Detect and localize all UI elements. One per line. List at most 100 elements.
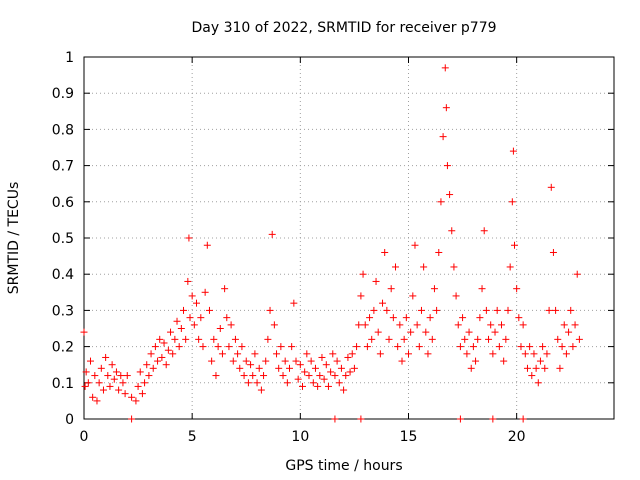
data-point [532,364,540,372]
data-point [121,390,129,398]
data-point [134,382,142,390]
data-point [184,277,192,285]
data-point [465,328,473,336]
y-tick-label: 0.9 [52,86,74,102]
data-point [409,292,417,300]
data-point [519,321,527,329]
data-point [402,314,410,322]
data-point [329,350,337,358]
data-point [270,321,278,329]
data-point [307,357,315,365]
data-point [218,350,226,358]
data-point [510,241,518,249]
x-tick-label: 15 [400,429,418,445]
data-point [556,364,564,372]
data-point [430,285,438,293]
data-point [344,353,352,361]
data-point [456,415,464,423]
y-tick-label: 0 [65,412,74,428]
data-point [249,372,257,380]
data-point [480,227,488,235]
y-tick-label: 0.4 [52,267,74,283]
data-point [210,335,218,343]
data-point [478,285,486,293]
data-point [240,372,248,380]
data-point [350,364,358,372]
data-point [296,361,304,369]
data-point [177,325,185,332]
data-point [99,386,107,394]
data-point [234,350,242,358]
data-point [223,314,231,322]
data-point [253,379,261,387]
data-point [441,64,449,72]
data-point [337,364,345,372]
data-point [257,386,265,394]
data-point [530,350,538,358]
data-point [80,328,88,336]
data-point [342,372,350,380]
data-point [216,325,224,332]
data-point [407,328,415,336]
data-point [167,328,175,336]
data-point [292,357,300,365]
data-point [545,306,553,314]
y-tick-label: 0.1 [52,376,74,392]
data-point [231,335,239,343]
data-point [489,415,497,423]
data-point [442,104,450,112]
data-point [433,306,441,314]
y-tick-label: 0.2 [52,340,74,356]
data-point [509,147,517,155]
data-point [454,321,462,329]
data-point [396,321,404,329]
data-point [335,379,343,387]
data-point [387,285,395,293]
axis-ticks: 00.10.20.30.40.50.60.70.80.910 5 10 15 20 [52,50,614,445]
data-point [316,372,324,380]
data-point [426,314,434,322]
data-point [456,343,464,351]
data-point [171,335,179,343]
data-point [474,335,482,343]
data-point [164,346,172,354]
data-point [463,350,471,358]
data-point [268,230,276,238]
data-point [201,288,209,296]
data-point [379,299,387,307]
data-point [322,361,330,369]
data-point [348,350,356,358]
data-point [493,306,501,314]
data-point [461,335,469,343]
data-point [500,357,508,365]
data-point [169,350,177,358]
data-point [89,393,97,401]
data-point [279,372,287,380]
data-point [331,372,339,380]
data-point [541,364,549,372]
data-point [424,350,432,358]
data-point [523,364,531,372]
data-point [517,343,525,351]
data-point [283,379,291,387]
data-point [389,314,397,322]
data-point [82,368,90,376]
data-point [186,314,194,322]
data-point [305,372,313,380]
data-point [469,343,477,351]
data-point [255,364,263,372]
data-point [182,335,190,343]
data-point [508,198,516,206]
data-point [443,162,451,170]
data-point [132,397,140,405]
data-point [381,248,389,256]
data-point [320,375,328,383]
data-point [547,183,555,191]
data-point [357,292,365,300]
data-point [519,415,527,423]
data-point [158,353,166,361]
data-point [104,372,112,380]
data-point [149,364,157,372]
data-point [145,372,153,380]
